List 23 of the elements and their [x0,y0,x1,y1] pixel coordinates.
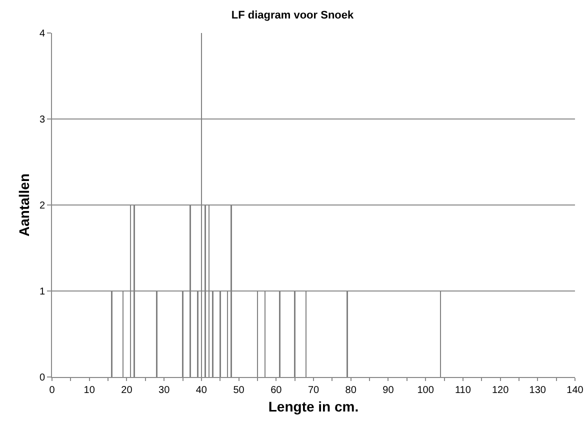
y-axis-title: Aantallen [16,173,32,237]
x-tick-label: 10 [84,385,96,396]
x-tick-label: 90 [382,385,394,396]
x-tick-label: 120 [492,385,510,396]
x-tick-label: 60 [270,385,282,396]
y-tick-label: 4 [39,28,46,40]
x-tick-label: 110 [454,385,472,396]
y-tick-label: 1 [39,286,46,298]
x-tick-label: 80 [345,385,357,396]
chart-title: LF diagram voor Snoek [231,9,355,22]
x-tick-label: 40 [196,385,208,396]
x-tick-label: 50 [233,385,245,396]
y-tick-label: 2 [39,200,46,212]
x-tick-label: 30 [158,385,170,396]
x-tick-label: 140 [566,385,584,396]
x-tick-label: 0 [49,385,56,396]
x-axis-title: Lengte in cm. [268,398,359,414]
x-tick-label: 70 [308,385,320,396]
x-tick-label: 20 [121,385,133,396]
x-tick-label: 130 [529,385,546,396]
y-tick-label: 0 [39,372,46,384]
y-tick-label: 3 [39,114,46,126]
x-tick-label: 100 [417,385,434,396]
